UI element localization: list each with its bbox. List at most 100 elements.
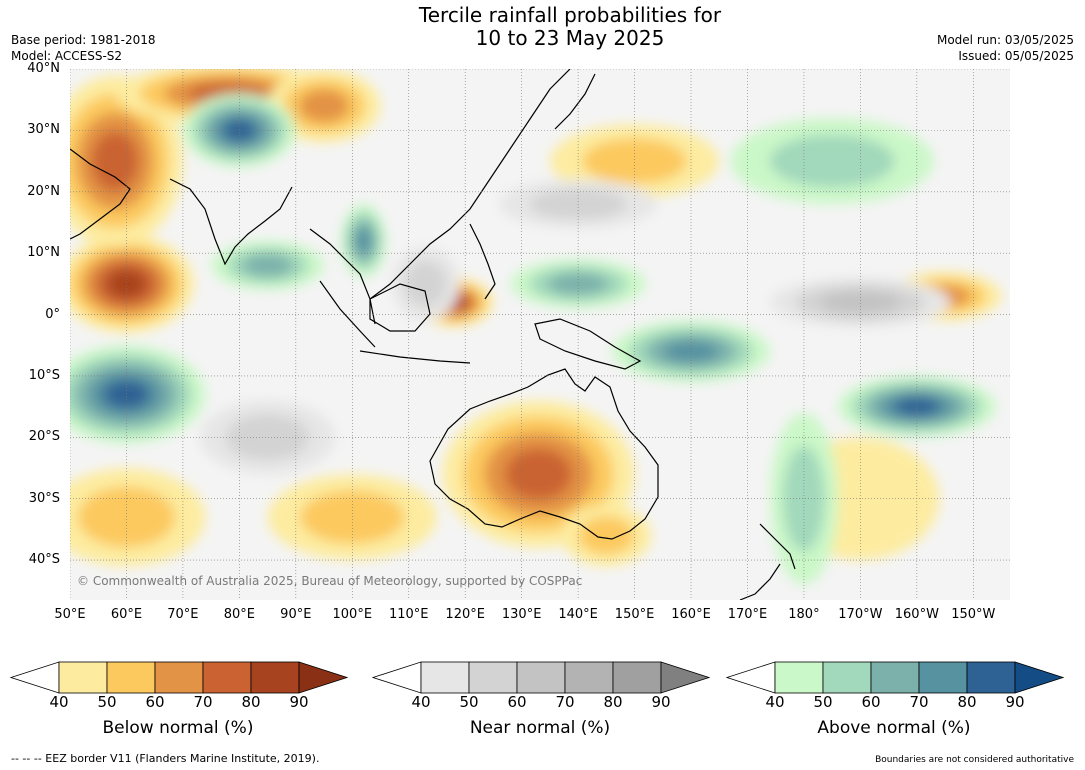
colorbar-above-high-extend: [1014, 661, 1064, 694]
eez-footnote: -- -- -- EEZ border V11 (Flanders Marine…: [11, 752, 320, 765]
colorbar-above-tick: 70: [909, 693, 929, 711]
colorbar-below-tick: 60: [145, 693, 165, 711]
lon-label: 60°E: [110, 607, 143, 622]
borneo-coastline: [369, 283, 431, 332]
colorbar-near-low-extend: [372, 661, 422, 694]
philippines-coastline: [469, 223, 496, 300]
colorbar-below-segment-1: [58, 661, 108, 694]
field-above-13-level-5: [223, 119, 256, 141]
colorbar-above-segment-2: [822, 661, 872, 694]
issued-date: Issued: 05/05/2025: [958, 49, 1074, 63]
graticule: [70, 69, 1010, 600]
lon-label: 110°E: [388, 607, 429, 622]
colorbar-below: [10, 661, 348, 694]
rainfall-map: [70, 69, 1010, 600]
lon-label: 170°E: [727, 607, 768, 622]
colorbar-above-tick: 80: [957, 693, 977, 711]
colorbar-below-title: Below normal (%): [102, 718, 254, 738]
japan-coastline: [554, 73, 596, 130]
meta-left: Base period: 1981-2018 Model: ACCESS-S2: [11, 32, 156, 64]
field-below-1-level-4: [91, 131, 139, 191]
lon-label: 150°W: [951, 607, 996, 622]
arabia-coastline: [70, 148, 131, 240]
field-below-8-level-2: [77, 486, 176, 548]
boundaries-footnote: Boundaries are not considered authoritat…: [875, 755, 1074, 765]
field-above-15-level-3: [547, 272, 609, 295]
field-near-22-level-2: [225, 414, 310, 460]
colorbar-near-tick: 90: [651, 693, 671, 711]
colorbar-above-low-extend: [726, 661, 776, 694]
colorbar-above-tick: 40: [765, 693, 785, 711]
australia-coastline: [429, 368, 659, 540]
model-run: Model run: 03/05/2025: [936, 33, 1074, 47]
lon-label: 150°E: [614, 607, 655, 622]
field-above-20-level-4: [355, 228, 372, 254]
colorbar-below-low-extend: [10, 661, 60, 694]
lon-label: 160°E: [671, 607, 711, 622]
copyright-notice: © Commonwealth of Australia 2025, Bureau…: [77, 574, 583, 588]
colorbar-below-segment-5: [250, 661, 300, 694]
colorbar-near-tick: 50: [459, 693, 479, 711]
colorbar-below-tick: 90: [289, 693, 309, 711]
title-line-2: 10 to 23 May 2025: [475, 26, 665, 50]
field-below-4-level-4: [505, 448, 572, 500]
field-above-14-level-3: [242, 254, 293, 277]
colorbar-near-segment-4: [564, 661, 614, 694]
colorbar-above-segment-1: [774, 661, 824, 694]
colorbar-near-title: Near normal (%): [469, 718, 611, 738]
lat-label: 10°N: [27, 245, 60, 261]
field-above-12-level-5: [103, 380, 150, 409]
field-near-21-level-3: [820, 291, 901, 314]
meta-right: Model run: 03/05/2025 Issued: 05/05/2025: [937, 32, 1074, 64]
colorbar-above-segment-5: [966, 661, 1016, 694]
new-guinea-coastline: [534, 318, 642, 370]
title-line-1: Tercile rainfall probabilities for: [418, 3, 722, 27]
colorbar-above-title: Above normal (%): [817, 718, 971, 738]
sumatra-java-coastline: [319, 280, 471, 364]
field-below-3-level-3: [298, 89, 350, 123]
colorbar-near-tick: 60: [507, 693, 527, 711]
colorbar-above-segment-3: [870, 661, 920, 694]
field-below-6-level-2: [582, 138, 687, 184]
model-name: Model: ACCESS-S2: [11, 49, 123, 63]
colorbar-below-tick: 50: [97, 693, 117, 711]
lat-label: 20°N: [27, 183, 60, 199]
colorbar-near-high-extend: [660, 661, 710, 694]
field-near-24-level-2: [404, 261, 447, 307]
lat-label: 30°N: [27, 122, 60, 138]
field-above-19-level-2: [769, 134, 895, 188]
lon-label: 170°W: [838, 607, 883, 622]
lat-label: 10°S: [28, 367, 60, 383]
lat-label: 40°S: [28, 552, 60, 568]
map-title: Tercile rainfall probabilities for 10 to…: [0, 4, 1085, 50]
lat-label: 0°: [45, 306, 60, 322]
lon-label: 140°E: [558, 607, 598, 622]
colorbar-below-high-extend: [298, 661, 348, 694]
lon-label: 180°: [788, 607, 820, 622]
map-area: [70, 69, 1010, 600]
colorbar-near: [372, 661, 710, 694]
field-above-17-level-5: [894, 397, 940, 416]
colorbar-near-segment-5: [612, 661, 662, 694]
colorbar-near-segment-2: [468, 661, 518, 694]
colorbar-below-segment-2: [106, 661, 156, 694]
colorbar-below-tick: 40: [49, 693, 69, 711]
colorbar-below-segment-3: [154, 661, 204, 694]
field-below-11-level-2: [578, 516, 635, 555]
colorbar-near-segment-1: [420, 661, 470, 694]
colorbar-above: [726, 661, 1064, 694]
lon-label: 160°W: [894, 607, 939, 622]
india-coastline: [169, 178, 293, 266]
field-below-0-level-5: [107, 269, 146, 298]
lat-label: 30°S: [28, 490, 60, 506]
field-below-9-level-2: [300, 490, 405, 544]
colorbar-near-tick: 80: [603, 693, 623, 711]
colorbar-above-segment-4: [918, 661, 968, 694]
colorbar-above-tick: 90: [1005, 693, 1025, 711]
colorbar-above-tick: 50: [813, 693, 833, 711]
base-period: Base period: 1981-2018: [11, 33, 156, 47]
lon-label: 50°E: [54, 607, 86, 622]
colorbar-below-segment-4: [202, 661, 252, 694]
lon-label: 120°E: [445, 607, 485, 622]
colorbar-near-segment-3: [516, 661, 566, 694]
